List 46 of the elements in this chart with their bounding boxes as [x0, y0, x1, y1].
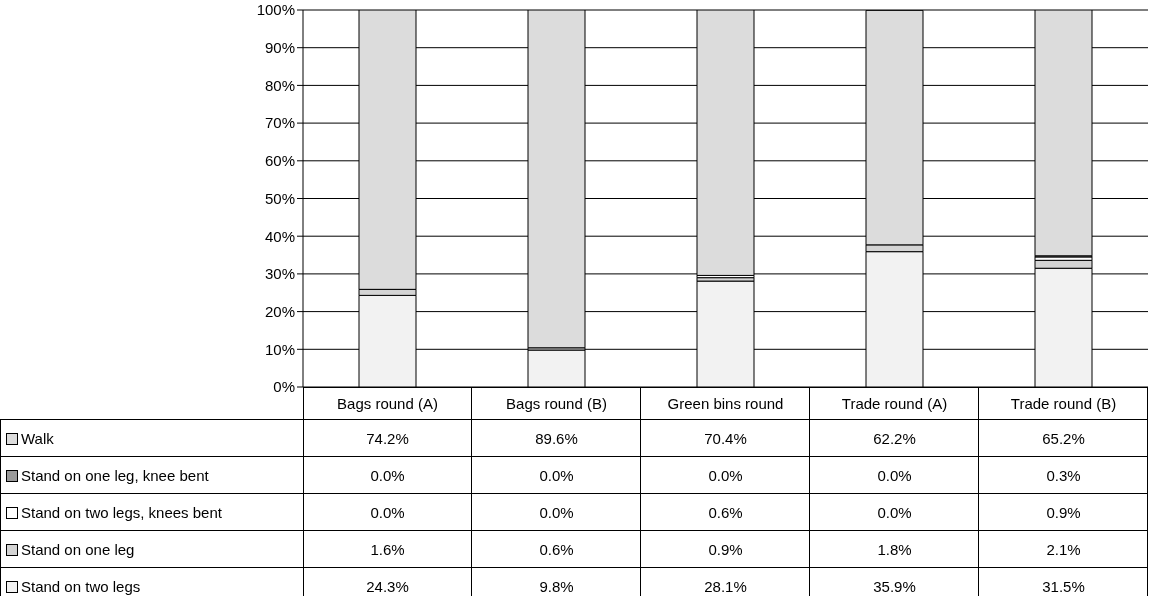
- legend-label: Stand on one leg: [20, 541, 136, 558]
- data-label: 0.9%: [707, 541, 744, 558]
- data-label: 31.5%: [1041, 578, 1086, 595]
- data-label: 0.0%: [538, 467, 575, 484]
- data-label: 1.8%: [876, 541, 913, 558]
- data-label: 74.2%: [365, 430, 410, 447]
- y-tick-label: 30%: [264, 265, 295, 283]
- x-tick-label: Trade round (B): [1009, 395, 1118, 412]
- data-label: 28.1%: [703, 578, 748, 595]
- y-tick-label: 40%: [264, 227, 295, 245]
- data-label: 0.0%: [369, 467, 406, 484]
- data-label: 62.2%: [872, 430, 917, 447]
- data-label: 0.6%: [538, 541, 575, 558]
- data-label: 1.6%: [369, 541, 406, 558]
- legend-label: Stand on one leg, knee bent: [20, 467, 210, 484]
- y-tick-label: 90%: [264, 39, 295, 57]
- y-tick-label: 50%: [264, 189, 295, 207]
- x-tick-label: Bags round (A): [336, 395, 439, 412]
- data-label: 9.8%: [538, 578, 575, 595]
- y-tick-label: 20%: [264, 302, 295, 320]
- data-label: 0.0%: [707, 467, 744, 484]
- data-label: 2.1%: [1045, 541, 1082, 558]
- data-label: 65.2%: [1041, 430, 1086, 447]
- legend-label: Stand on two legs: [20, 578, 142, 595]
- x-tick-label: Green bins round: [666, 395, 785, 412]
- y-tick-label: 100%: [256, 1, 295, 19]
- legend-label: Walk: [20, 430, 55, 447]
- data-label: 0.0%: [876, 504, 913, 521]
- data-label: 0.0%: [369, 504, 406, 521]
- data-label: 0.6%: [707, 504, 744, 521]
- data-label: 35.9%: [872, 578, 917, 595]
- data-label: 0.9%: [1045, 504, 1082, 521]
- data-label: 0.0%: [876, 467, 913, 484]
- y-tick-label: 80%: [264, 76, 295, 94]
- data-label: 0.3%: [1045, 467, 1082, 484]
- data-label: 89.6%: [534, 430, 579, 447]
- y-tick-label: 60%: [264, 152, 295, 170]
- data-label: 24.3%: [365, 578, 410, 595]
- data-label: 70.4%: [703, 430, 748, 447]
- y-tick-label: 10%: [264, 340, 295, 358]
- x-tick-label: Trade round (A): [840, 395, 949, 412]
- legend-label: Stand on two legs, knees bent: [20, 504, 223, 521]
- data-label: 0.0%: [538, 504, 575, 521]
- y-tick-label: 0%: [273, 378, 295, 396]
- y-tick-label: 70%: [264, 114, 295, 132]
- x-tick-label: Bags round (B): [505, 395, 608, 412]
